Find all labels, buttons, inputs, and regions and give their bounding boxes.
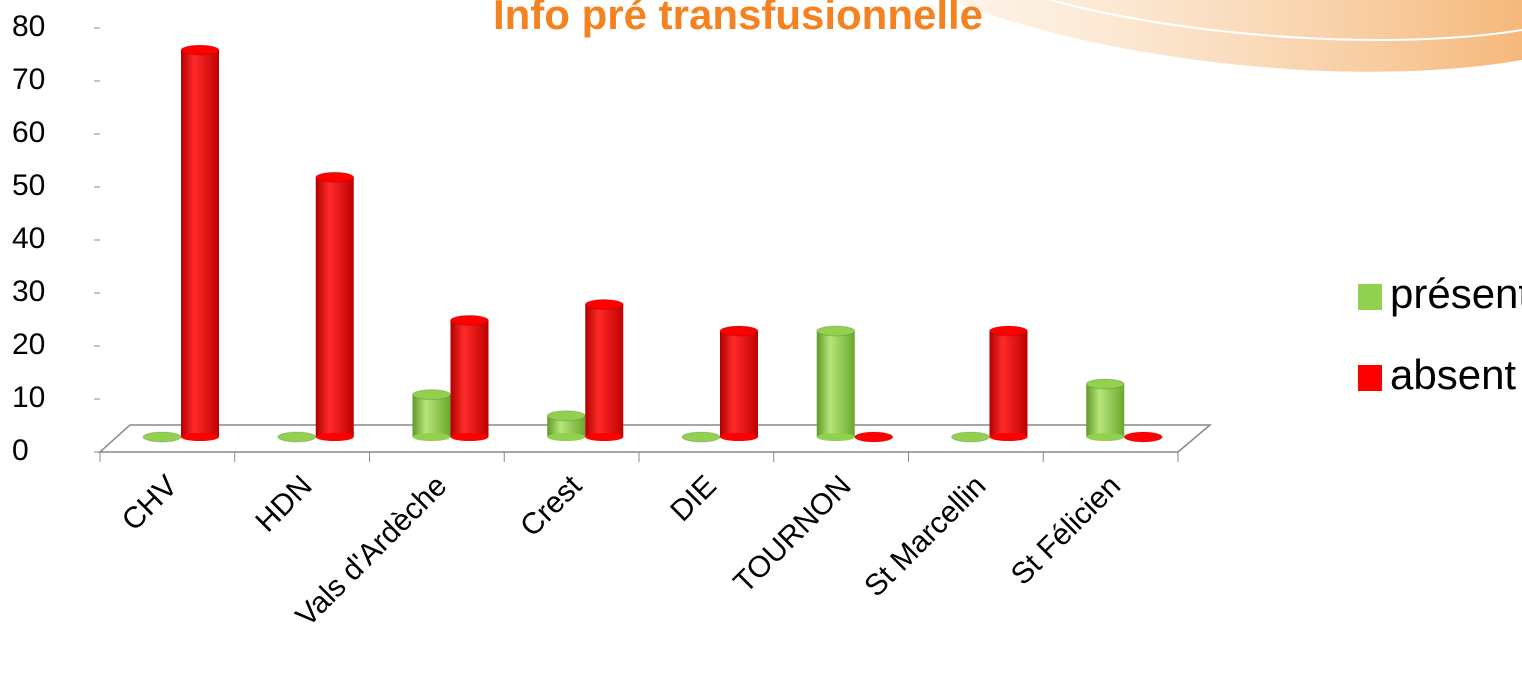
bar-base <box>585 433 624 441</box>
bar <box>450 320 489 437</box>
y-tick-label: 60 <box>12 116 45 149</box>
y-tick-label: 70 <box>12 63 45 96</box>
bar-top <box>719 325 759 337</box>
bar-top <box>584 299 624 310</box>
x-tick-label: Crest <box>514 469 588 543</box>
bar-top <box>142 431 182 443</box>
bar-group <box>719 325 759 441</box>
bar-top <box>180 44 220 56</box>
bar-base <box>450 433 489 441</box>
y-tick-label: 0 <box>12 434 29 467</box>
bar-base <box>547 433 586 441</box>
bar-top <box>546 410 586 422</box>
bar-group <box>989 325 1028 441</box>
bar <box>720 331 758 437</box>
bar <box>547 415 586 437</box>
bar-base <box>181 433 219 441</box>
bar-base <box>412 433 451 441</box>
bar-top <box>989 325 1028 337</box>
bar-top <box>315 171 355 183</box>
bar-base <box>989 433 1028 441</box>
background-swoosh <box>950 0 1522 72</box>
bar-top <box>277 431 317 443</box>
x-tick-label: St Félicien <box>1005 469 1127 591</box>
bar-base <box>816 433 855 441</box>
bar-group <box>277 431 317 443</box>
bar-top <box>854 431 894 443</box>
bar-top <box>450 314 489 326</box>
y-tick-label: 50 <box>12 169 45 202</box>
x-tick-label: DIE <box>664 469 723 528</box>
bar <box>315 177 354 438</box>
bar <box>181 50 219 437</box>
bar-group <box>142 431 182 443</box>
bar-top <box>816 325 856 337</box>
bar <box>816 331 855 437</box>
bar <box>1086 384 1125 437</box>
bar-base <box>315 433 354 441</box>
bar <box>989 331 1028 437</box>
bar <box>585 304 624 437</box>
bar-top <box>681 431 721 443</box>
bar-group <box>681 431 721 443</box>
x-tick-label: CHV <box>116 469 184 537</box>
bar-top <box>951 431 990 443</box>
bar-top <box>1085 378 1125 390</box>
floor <box>98 424 1213 453</box>
y-tick-label: 10 <box>12 381 45 414</box>
bar-top <box>412 389 451 401</box>
bar-group <box>1123 431 1163 443</box>
bar-group <box>412 389 451 441</box>
bar-base <box>720 433 758 441</box>
x-tick-label: HDN <box>249 469 318 538</box>
y-tick-label: 40 <box>12 222 45 255</box>
bar-base <box>1086 433 1125 441</box>
bar-group <box>1085 378 1125 441</box>
bar <box>412 394 451 437</box>
legend-label: absent <box>1390 351 1516 398</box>
legend-label: présent <box>1390 270 1522 317</box>
bar-top <box>1123 431 1163 443</box>
bar-group <box>816 325 856 441</box>
bar-group <box>546 410 586 441</box>
x-tick-label: St Marcellin <box>858 469 992 603</box>
bar-group <box>180 44 220 441</box>
y-tick-label: 80 <box>12 10 45 43</box>
y-tick-label: 30 <box>12 275 45 308</box>
bar-group <box>951 431 990 443</box>
x-tick-label: TOURNON <box>727 469 857 599</box>
bar-group <box>584 299 624 441</box>
background-swoosh-line <box>1049 0 1522 41</box>
bar-group <box>315 171 355 441</box>
y-tick-label: 20 <box>12 328 45 361</box>
bar-group <box>450 314 489 441</box>
chart-title: Info pré transfusionnelle <box>493 0 983 38</box>
bar-group <box>854 431 894 443</box>
legend-swatch <box>1358 284 1382 310</box>
legend-swatch <box>1358 365 1382 391</box>
